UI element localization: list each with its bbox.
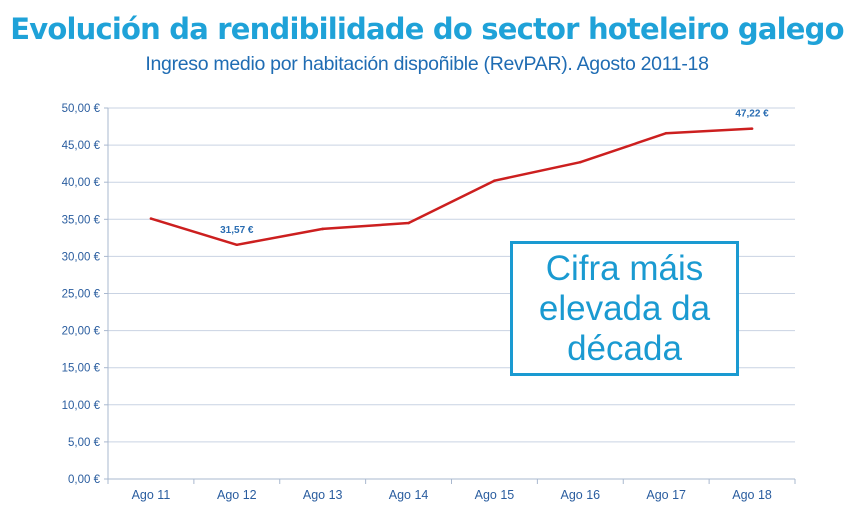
y-tick-label: 10,00 € (62, 400, 101, 412)
x-tick-label: Ago 15 (475, 488, 515, 502)
data-label: 47,22 € (735, 109, 769, 120)
data-point (664, 131, 668, 135)
x-tick-label: Ago 13 (303, 488, 343, 502)
x-tick-label: Ago 18 (732, 488, 772, 502)
data-point (493, 179, 496, 183)
y-tick-label: 5,00 € (68, 437, 101, 449)
annotation-callout: Cifra máis elevada da década (510, 241, 739, 376)
y-tick-label: 40,00 € (62, 177, 101, 189)
data-point (750, 127, 754, 130)
data-point (321, 227, 324, 231)
x-tick-label: Ago 12 (217, 488, 257, 502)
y-tick-label: 15,00 € (62, 363, 101, 375)
y-tick-label: 35,00 € (62, 214, 101, 226)
data-point (407, 221, 410, 225)
chart-subtitle: Ingreso medio por habitación dispoñible … (145, 53, 709, 75)
data-point (579, 160, 582, 164)
data-point (235, 243, 239, 247)
chart-title: Evolución da rendibilidade do sector hot… (10, 12, 844, 46)
series-line (150, 127, 753, 247)
x-tick-label: Ago 17 (646, 488, 686, 502)
data-label: 31,57 € (220, 225, 254, 236)
y-tick-label: 0,00 € (68, 474, 101, 486)
y-tick-label: 30,00 € (62, 251, 101, 263)
y-tick-label: 20,00 € (62, 326, 101, 338)
x-tick-label: Ago 11 (132, 488, 171, 502)
y-tick-label: 50,00 € (62, 103, 101, 115)
x-tick-label: Ago 14 (389, 488, 429, 502)
x-tick-label: Ago 16 (561, 488, 601, 502)
data-point (149, 217, 153, 220)
y-tick-label: 45,00 € (62, 140, 101, 152)
y-tick-label: 25,00 € (62, 289, 101, 301)
